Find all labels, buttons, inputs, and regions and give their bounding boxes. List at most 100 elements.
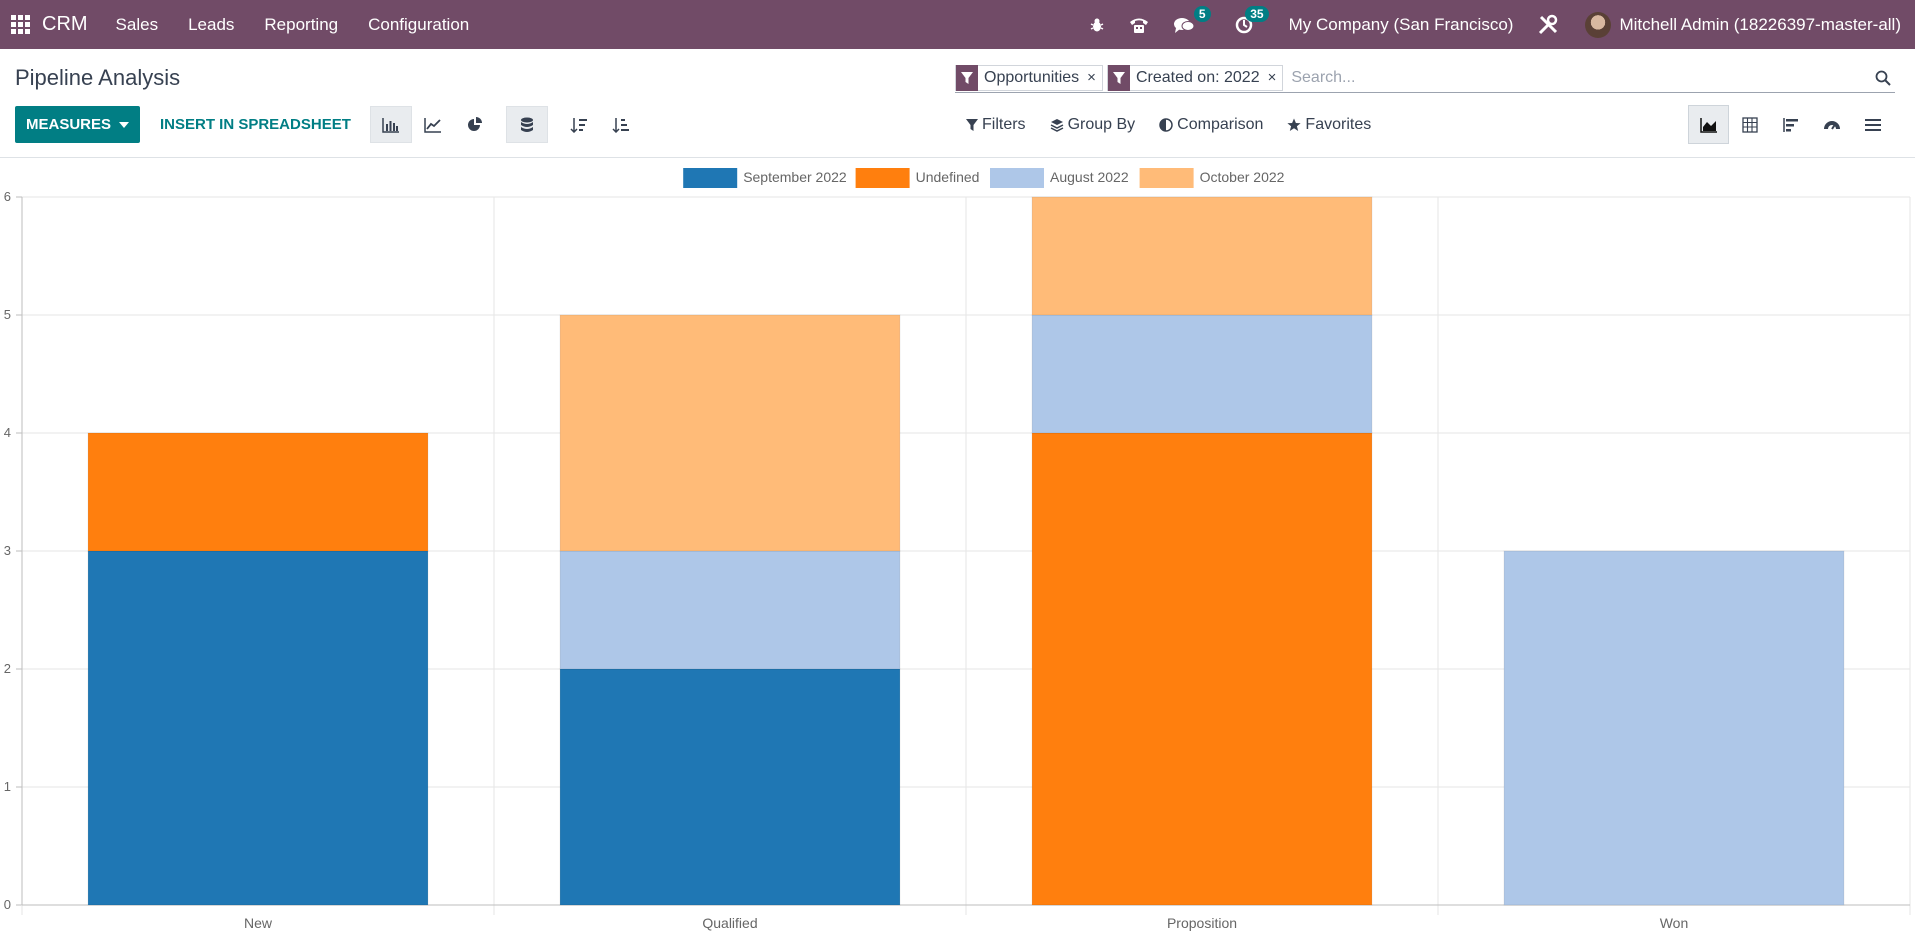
search-facet-created-on: Created on: 2022 × xyxy=(1106,64,1284,91)
facet-label: Opportunities xyxy=(984,68,1080,86)
x-tick-label: Won xyxy=(1660,915,1689,931)
y-tick-label: 5 xyxy=(4,307,11,322)
facet-label: Created on: 2022 xyxy=(1135,68,1260,86)
bar-segment xyxy=(1031,314,1373,434)
filter-funnel-icon xyxy=(956,64,978,91)
filters-dropdown[interactable]: Filters xyxy=(966,116,1026,134)
search-panel-menus: Filters Group By Comparison Favorites xyxy=(966,106,1395,143)
y-tick-label: 3 xyxy=(4,543,11,558)
avatar xyxy=(1585,11,1612,38)
database-stack-icon xyxy=(521,117,533,132)
insert-spreadsheet-button[interactable]: INSERT IN SPREADSHEET xyxy=(160,116,351,133)
sort-ascending-icon xyxy=(612,117,629,133)
y-tick-label: 1 xyxy=(4,779,11,794)
groupby-label: Group By xyxy=(1067,115,1136,133)
menu-sales[interactable]: Sales xyxy=(115,14,159,34)
bar-chart-icon xyxy=(382,117,399,133)
area-chart-icon xyxy=(1699,117,1717,133)
cohort-view-button[interactable] xyxy=(1770,105,1811,144)
cohort-bars-icon xyxy=(1782,117,1798,132)
x-tick-label: Proposition xyxy=(1167,915,1237,931)
remove-facet-icon[interactable]: × xyxy=(1087,69,1096,86)
pipeline-bar-chart: 0 1 2 3 4 5 6 New Qualified Proposition Won Septemb… xyxy=(4,168,1911,931)
page-title: Pipeline Analysis xyxy=(15,65,181,90)
bar-chart-button[interactable] xyxy=(370,106,412,143)
gauge-icon xyxy=(1823,120,1840,130)
messages-chat-icon[interactable]: 5 xyxy=(1173,5,1211,34)
favorites-label: Favorites xyxy=(1305,115,1372,133)
view-switcher xyxy=(1688,105,1893,144)
x-tick-label: Qualified xyxy=(702,915,757,931)
top-navbar: CRM Sales Leads Reporting Configuration … xyxy=(0,0,1915,49)
y-tick-label: 2 xyxy=(4,661,11,676)
table-grid-icon xyxy=(1741,116,1758,133)
search-input[interactable] xyxy=(1287,68,1871,87)
phone-icon[interactable] xyxy=(1129,16,1149,34)
menu-configuration[interactable]: Configuration xyxy=(368,14,470,34)
messages-badge: 5 xyxy=(1193,5,1211,22)
list-lines-icon xyxy=(1864,118,1881,131)
legend-label: October 2022 xyxy=(1200,169,1285,185)
comparison-dropdown[interactable]: Comparison xyxy=(1159,116,1263,134)
caret-down-icon xyxy=(119,121,129,128)
legend-swatch xyxy=(683,168,738,188)
user-menu[interactable]: Mitchell Admin (18226397-master-all) xyxy=(1585,11,1901,38)
app-brand[interactable]: CRM xyxy=(42,13,88,35)
navbar-systray: 5 35 My Company (San Francisco) Mitchell… xyxy=(1065,0,1901,49)
control-panel: Pipeline Analysis Opportunities × Create… xyxy=(0,49,1915,158)
debug-bug-icon[interactable] xyxy=(1089,17,1105,33)
measures-label: MEASURES xyxy=(25,116,111,133)
activities-badge: 35 xyxy=(1245,5,1269,22)
list-view-button[interactable] xyxy=(1852,105,1893,144)
menu-leads[interactable]: Leads xyxy=(188,14,235,34)
tools-settings-icon[interactable] xyxy=(1537,14,1559,36)
legend-swatch xyxy=(855,168,910,188)
activities-clock-icon[interactable]: 35 xyxy=(1235,5,1269,34)
y-tick-label: 4 xyxy=(4,425,11,440)
pivot-view-button[interactable] xyxy=(1729,105,1770,144)
remove-facet-icon[interactable]: × xyxy=(1267,69,1277,86)
bar-segment xyxy=(559,314,901,552)
pie-chart-button[interactable] xyxy=(454,106,496,143)
bar-segment xyxy=(87,432,429,552)
user-name: Mitchell Admin (18226397-master-all) xyxy=(1619,14,1901,34)
bar-segment xyxy=(1031,432,1373,906)
line-chart-button[interactable] xyxy=(412,106,454,143)
legend-label: August 2022 xyxy=(1050,169,1129,185)
legend-swatch xyxy=(1139,168,1194,188)
comparison-label: Comparison xyxy=(1177,115,1264,133)
adjust-half-circle-icon xyxy=(1159,117,1173,132)
y-tick-label: 0 xyxy=(4,897,11,912)
graph-mode-buttons xyxy=(370,106,642,143)
search-facet-opportunities: Opportunities × xyxy=(955,64,1103,91)
layers-icon xyxy=(1050,118,1063,132)
legend-swatch xyxy=(990,168,1044,188)
filter-funnel-icon xyxy=(1107,64,1130,91)
sort-ascending-button[interactable] xyxy=(600,106,642,143)
legend-label: September 2022 xyxy=(743,169,847,185)
x-tick-label: New xyxy=(244,915,273,931)
measures-button[interactable]: MEASURES xyxy=(15,106,140,143)
bar-segment xyxy=(1503,550,1845,906)
filters-label: Filters xyxy=(982,115,1026,133)
menu-reporting[interactable]: Reporting xyxy=(264,14,339,34)
sort-descending-button[interactable] xyxy=(558,106,600,143)
bar-segment xyxy=(559,668,901,906)
favorites-dropdown[interactable]: Favorites xyxy=(1287,116,1371,134)
star-icon xyxy=(1287,118,1302,131)
groupby-dropdown[interactable]: Group By xyxy=(1050,115,1136,134)
bar-segment xyxy=(1031,196,1373,316)
apps-grid-icon xyxy=(10,15,30,34)
dashboard-view-button[interactable] xyxy=(1811,105,1852,144)
search-icon[interactable] xyxy=(1871,70,1895,86)
legend-label: Undefined xyxy=(916,169,980,185)
filter-icon xyxy=(966,118,978,131)
graph-view-button[interactable] xyxy=(1688,105,1729,144)
bar-segment xyxy=(87,550,429,906)
company-switcher[interactable]: My Company (San Francisco) xyxy=(1288,14,1514,34)
app-menu-button[interactable] xyxy=(0,0,40,49)
line-chart-icon xyxy=(424,117,441,133)
sort-descending-icon xyxy=(570,117,587,133)
stacked-button[interactable] xyxy=(506,106,548,143)
search-bar: Opportunities × Created on: 2022 × xyxy=(955,63,1895,93)
